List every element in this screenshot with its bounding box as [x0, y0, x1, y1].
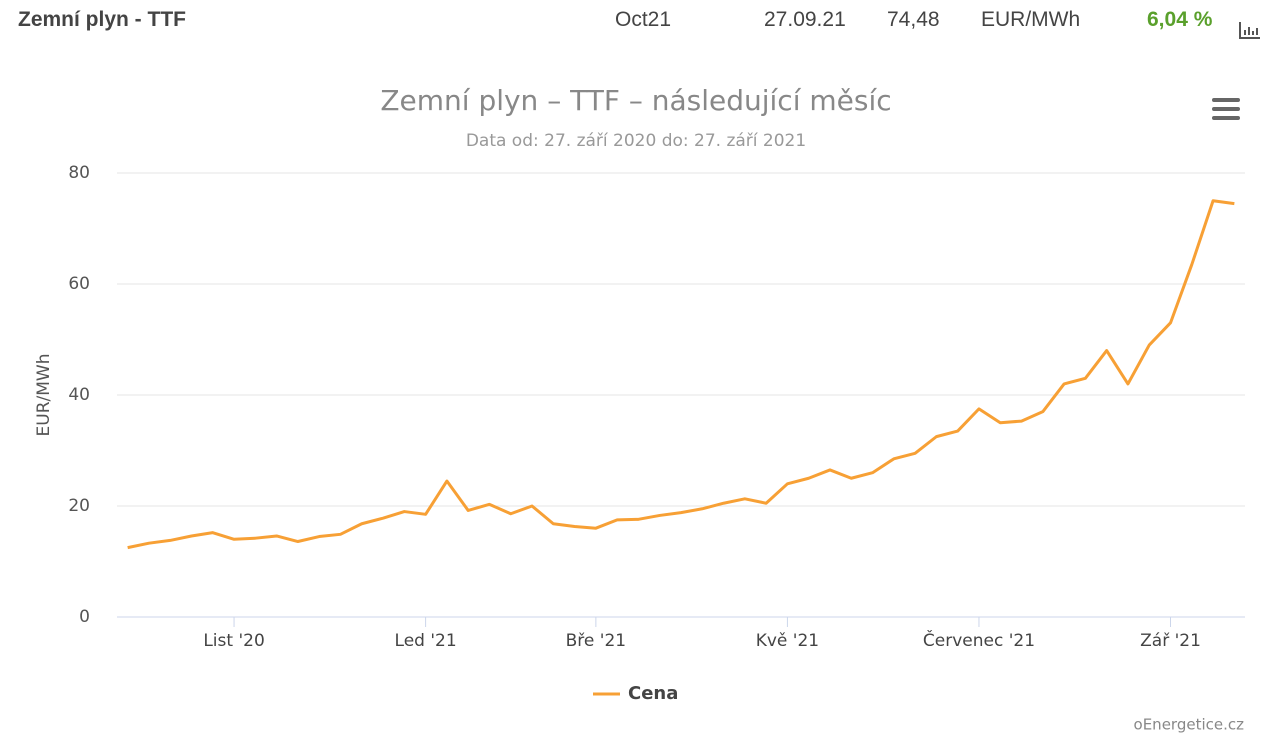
- x-tick-label: Led '21: [395, 631, 457, 651]
- x-tick-label: Zář '21: [1140, 631, 1201, 651]
- y-tick-label: 40: [68, 385, 90, 405]
- y-tick-label: 0: [79, 607, 90, 627]
- series-line: [127, 199, 1235, 550]
- x-tick-label: List '20: [203, 631, 264, 651]
- y-axis-label: EUR/MWh: [34, 354, 54, 437]
- unit: EUR/MWh: [981, 8, 1081, 31]
- y-tick-label: 20: [68, 496, 90, 516]
- contract: Oct21: [615, 8, 672, 31]
- chart-subtitle: Data od: 27. září 2020 do: 27. září 2021: [466, 131, 806, 151]
- legend-label: Cena: [628, 683, 678, 704]
- instrument-title: Zemní plyn - TTF: [18, 8, 186, 31]
- chart: Zemní plyn – TTF – následující měsíc Dat…: [34, 84, 1245, 734]
- chart-title: Zemní plyn – TTF – následující měsíc: [380, 84, 891, 117]
- change: 6,04 %: [1147, 8, 1213, 31]
- y-tick-label: 60: [68, 274, 90, 294]
- chart-icon[interactable]: [1238, 20, 1262, 40]
- date: 27.09.21: [764, 8, 846, 31]
- credit: oEnergetice.cz: [1134, 716, 1245, 734]
- price: 74,48: [887, 8, 940, 31]
- x-tick-label: Bře '21: [566, 631, 626, 651]
- menu-button[interactable]: [1212, 98, 1240, 120]
- x-tick-label: Kvě '21: [756, 631, 819, 651]
- y-tick-label: 80: [68, 163, 90, 183]
- x-tick-label: Červenec '21: [923, 629, 1035, 651]
